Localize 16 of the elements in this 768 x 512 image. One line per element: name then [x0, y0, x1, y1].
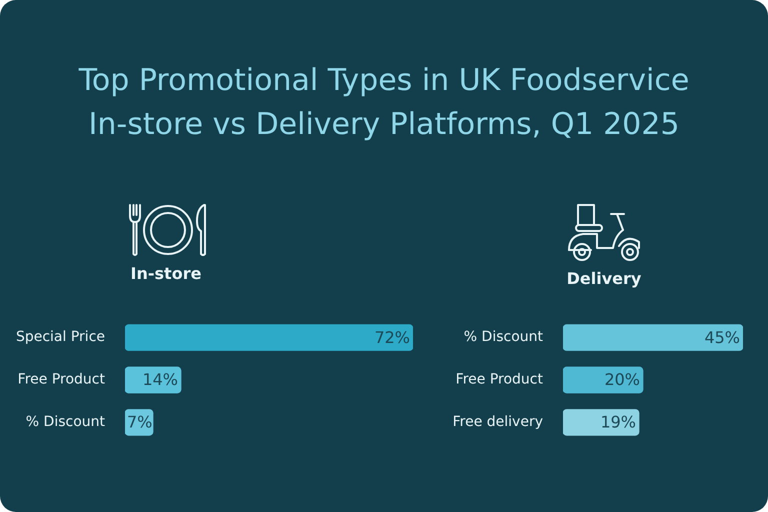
y-tick-label: Free Product	[456, 372, 544, 388]
chart-title: Delivery	[566, 269, 642, 288]
chart-title: In-store	[130, 264, 202, 283]
data-label: 14%	[142, 370, 178, 390]
y-tick-label: % Discount	[26, 414, 106, 430]
y-tick-label: Free delivery	[452, 414, 543, 430]
y-tick-label: % Discount	[464, 329, 544, 346]
text: In-store vs Delivery Platforms, Q1 2025	[88, 106, 680, 144]
data-label: 19%	[600, 412, 636, 432]
data-label: 20%	[604, 370, 640, 390]
data-label: 72%	[374, 328, 410, 347]
y-tick-label: Special Price	[16, 329, 105, 346]
data-label: 7%	[126, 412, 152, 432]
text: Top Promotional Types in UK Foodservice	[78, 62, 690, 100]
y-tick-label: Free Product	[18, 372, 106, 388]
data-label: 45%	[704, 328, 740, 347]
